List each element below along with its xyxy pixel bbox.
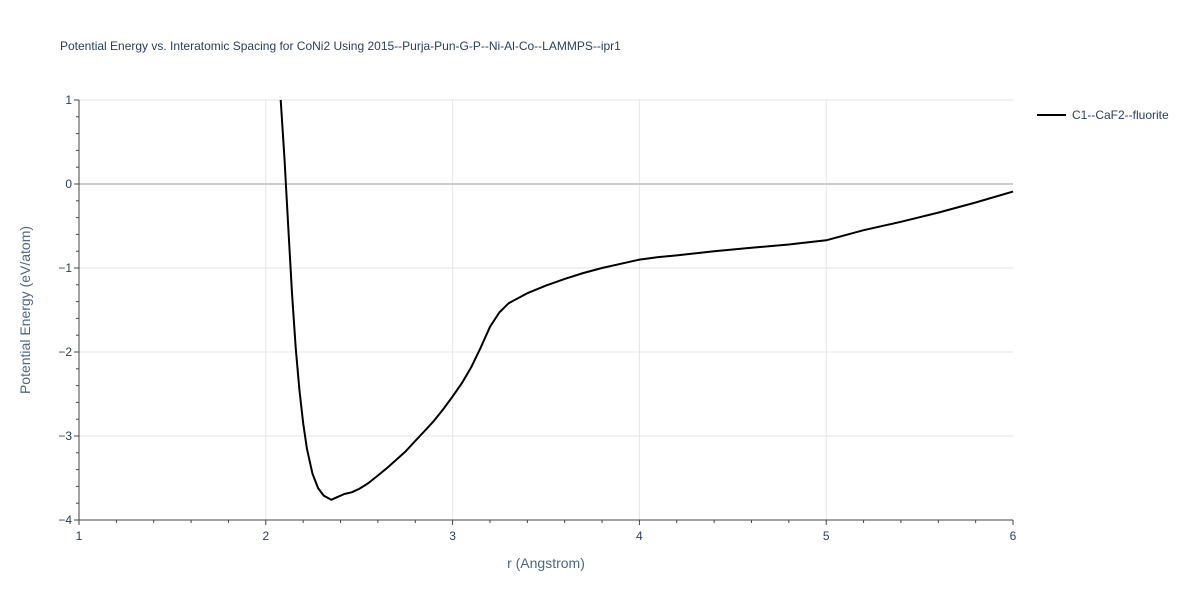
y-tick-label: −4 (58, 513, 72, 527)
x-tick-label: 4 (636, 529, 643, 543)
y-tick-label: 1 (65, 93, 72, 107)
axis-ticks: 1 2 3 4 5 6 1 0 −1 −2 −3 −4 (58, 93, 1016, 543)
y-tick-label: −1 (58, 261, 72, 275)
y-tick-label: −3 (58, 429, 72, 443)
x-tick-label: 6 (1010, 529, 1017, 543)
x-axis-title: r (Angstrom) (507, 555, 585, 571)
x-tick-label: 5 (823, 529, 830, 543)
x-tick-label: 3 (449, 529, 456, 543)
legend[interactable]: C1--CaF2--fluorite (1037, 108, 1169, 122)
legend-label: C1--CaF2--fluorite (1072, 108, 1169, 122)
x-tick-label: 2 (262, 529, 269, 543)
y-axis-title: Potential Energy (eV/atom) (17, 226, 33, 394)
y-tick-label: −2 (58, 345, 72, 359)
series-line (279, 99, 1014, 501)
plot-area (279, 99, 1014, 501)
y-tick-label: 0 (65, 177, 72, 191)
grid-lines (79, 99, 1013, 520)
chart-title: Potential Energy vs. Interatomic Spacing… (60, 39, 621, 53)
x-tick-label: 1 (76, 529, 83, 543)
